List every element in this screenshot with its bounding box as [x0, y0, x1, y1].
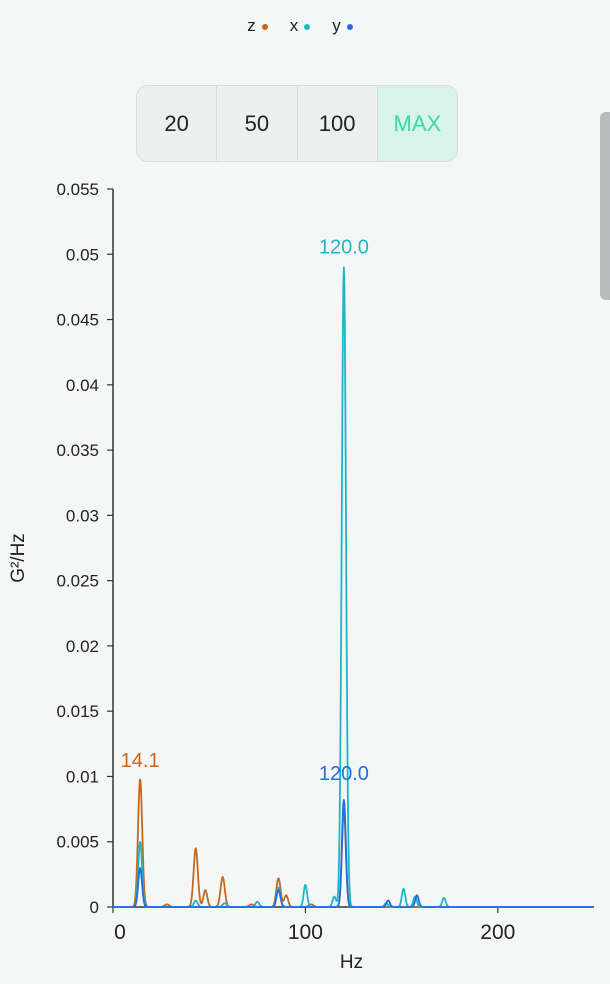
x-tick-label: 100	[288, 921, 323, 944]
x-axis-title: Hz	[340, 952, 363, 973]
chart-legend: z x y	[0, 16, 600, 36]
series-lines	[112, 266, 595, 908]
y-tick-label: 0.055	[56, 180, 99, 199]
x-tick-label: 0	[114, 921, 126, 944]
x-tick-label: 200	[480, 921, 515, 944]
legend-dot-x	[304, 24, 311, 30]
legend-label-x: x	[289, 16, 299, 35]
peak-label-x: 120.0	[319, 236, 369, 258]
series-line-z	[112, 778, 595, 908]
y-tick-label: 0.025	[56, 572, 99, 591]
y-tick-label: 0.01	[66, 767, 99, 786]
y-tick-label: 0.015	[56, 702, 99, 721]
peak-label-z: 14.1	[121, 750, 160, 772]
y-tick-label: 0.05	[66, 245, 99, 264]
y-tick-label: 0.045	[56, 311, 99, 330]
legend-item-y[interactable]: y	[332, 16, 353, 36]
legend-label-z: z	[247, 16, 256, 35]
y-tick-label: 0	[90, 898, 99, 917]
scrollbar-handle[interactable]	[600, 112, 610, 300]
peak-label-y: 120.0	[319, 763, 369, 785]
range-button-max[interactable]: MAX	[377, 86, 457, 161]
range-button-100[interactable]: 100	[298, 86, 378, 161]
legend-item-x[interactable]: x	[290, 16, 311, 36]
legend-label-y: y	[332, 16, 341, 35]
y-tick-label: 0.04	[66, 376, 99, 395]
legend-item-z[interactable]: z	[247, 16, 268, 36]
range-button-50[interactable]: 50	[217, 86, 298, 161]
y-tick-label: 0.005	[56, 833, 99, 852]
series-line-y	[112, 799, 595, 908]
peak-labels: 14.1 120.0 120.0	[121, 236, 369, 785]
y-tick-label: 0.035	[56, 441, 99, 460]
y-axis-ticks: 0 0.005 0.01 0.015 0.02 0.025 0.03 0.035 0.04 0.0…	[56, 180, 113, 917]
series-line-x	[112, 266, 595, 908]
y-axis-title: G²/Hz	[8, 533, 29, 583]
range-button-20[interactable]: 20	[137, 86, 218, 161]
legend-dot-y	[346, 24, 353, 30]
x-axis-ticks: 0 100 200	[112, 907, 515, 944]
legend-dot-z	[261, 24, 268, 30]
y-tick-label: 0.02	[66, 637, 99, 656]
y-tick-label: 0.03	[66, 506, 99, 525]
frequency-range-selector: 20 50 100 MAX	[136, 85, 458, 162]
